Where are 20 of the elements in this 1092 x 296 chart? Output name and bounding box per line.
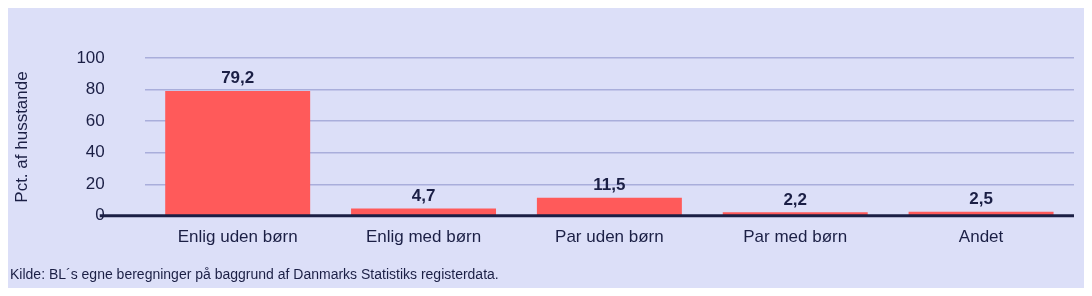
x-tick-label: Enlig med børn xyxy=(365,226,482,246)
data-label: 79,2 xyxy=(221,68,255,88)
y-axis-title: Pct. af husstande xyxy=(11,71,31,203)
x-tick-label: Par uden børn xyxy=(555,226,664,246)
data-label: 11,5 xyxy=(593,174,626,194)
bar xyxy=(165,90,311,216)
x-tick-label: Enlig uden børn xyxy=(177,226,298,246)
data-label: 4,7 xyxy=(411,185,436,205)
text: Kilde: BL´s egne beregninger på baggrund af Danmarks Statistiks registerdata. xyxy=(9,266,500,282)
x-tick-label: Par med børn xyxy=(743,226,848,246)
y-tick-label: 80 xyxy=(85,79,105,99)
y-tick-label: 60 xyxy=(85,110,105,130)
y-tick-label: 20 xyxy=(85,173,105,193)
data-label: 2,5 xyxy=(969,189,993,209)
y-tick-label: 40 xyxy=(85,142,105,162)
x-tick-label: Andet xyxy=(958,226,1004,246)
bar xyxy=(536,197,682,216)
data-label: 2,2 xyxy=(783,189,808,209)
bar xyxy=(351,208,497,216)
y-tick-label: 100 xyxy=(76,47,105,67)
